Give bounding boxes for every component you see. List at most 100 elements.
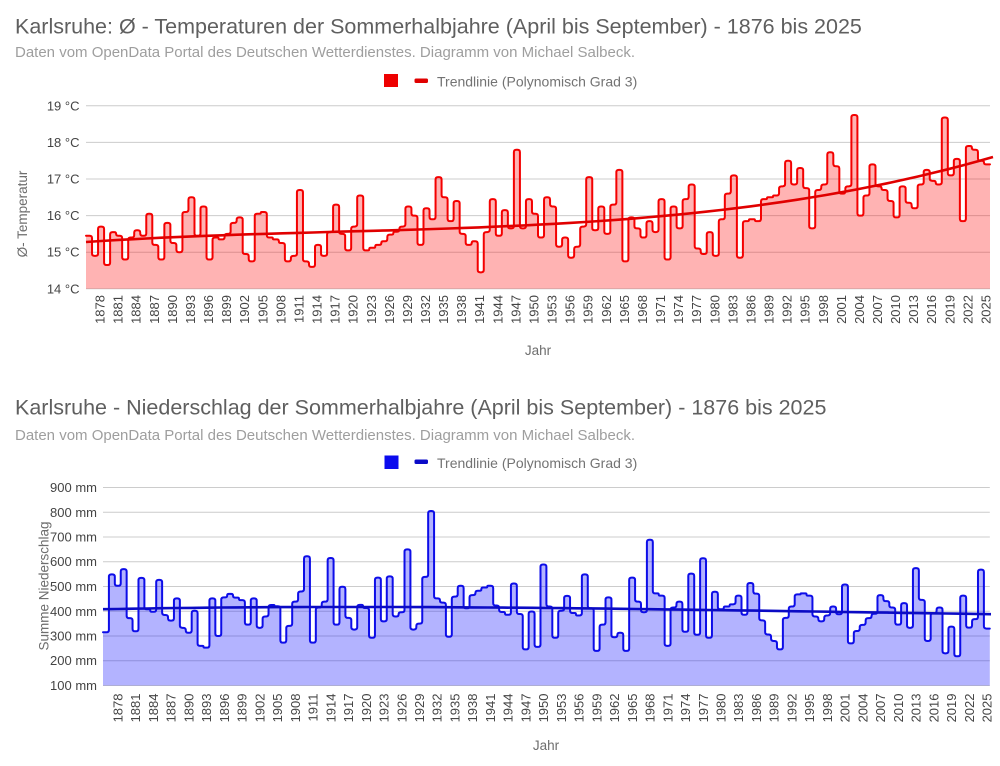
svg-text:1878: 1878 [93,295,108,324]
svg-text:1905: 1905 [255,295,270,324]
svg-text:1890: 1890 [165,295,180,324]
svg-text:18 °C: 18 °C [47,135,80,150]
svg-text:1944: 1944 [501,694,516,723]
svg-text:1899: 1899 [235,694,250,723]
svg-text:1914: 1914 [323,694,338,723]
svg-text:1956: 1956 [563,295,578,324]
svg-text:Summe Niederschlag: Summe Niederschlag [37,521,52,650]
svg-text:1992: 1992 [780,295,795,324]
svg-text:300 mm: 300 mm [50,629,97,644]
svg-text:1887: 1887 [164,694,179,723]
svg-text:2022: 2022 [962,694,977,723]
svg-text:2022: 2022 [960,295,975,324]
svg-text:1980: 1980 [707,295,722,324]
svg-text:800 mm: 800 mm [50,505,97,520]
svg-text:14 °C: 14 °C [47,281,80,296]
svg-text:17 °C: 17 °C [47,172,80,187]
svg-text:1887: 1887 [147,295,162,324]
svg-text:1956: 1956 [572,694,587,723]
svg-text:1938: 1938 [454,295,469,324]
svg-text:600 mm: 600 mm [50,554,97,569]
svg-text:1968: 1968 [635,295,650,324]
svg-text:1959: 1959 [589,694,604,723]
svg-text:1893: 1893 [183,295,198,324]
svg-text:15 °C: 15 °C [47,245,80,260]
svg-text:1968: 1968 [643,694,658,723]
svg-text:1884: 1884 [146,694,161,723]
svg-text:2025: 2025 [979,295,994,324]
svg-text:1998: 1998 [820,694,835,723]
svg-text:1932: 1932 [418,295,433,324]
svg-text:1914: 1914 [310,295,325,324]
svg-text:1911: 1911 [291,295,306,323]
svg-text:1890: 1890 [181,694,196,723]
svg-text:1941: 1941 [472,295,487,324]
svg-text:Trendlinie (Polynomisch Grad 3: Trendlinie (Polynomisch Grad 3) [437,74,637,90]
svg-text:1977: 1977 [696,694,711,723]
svg-text:1896: 1896 [201,295,216,324]
svg-text:1920: 1920 [359,694,374,723]
svg-text:1971: 1971 [660,694,675,723]
svg-text:1881: 1881 [111,295,126,324]
svg-text:2010: 2010 [891,694,906,723]
svg-text:2001: 2001 [838,694,853,723]
svg-text:1965: 1965 [617,295,632,324]
svg-text:2025: 2025 [980,694,995,723]
svg-text:1989: 1989 [767,694,782,723]
svg-text:2007: 2007 [873,694,888,723]
svg-text:1947: 1947 [518,694,533,723]
svg-text:Trendlinie (Polynomisch Grad 3: Trendlinie (Polynomisch Grad 3) [437,455,637,471]
svg-text:1971: 1971 [653,295,668,324]
svg-text:16 °C: 16 °C [47,208,80,223]
svg-text:Daten vom OpenData Portal des: Daten vom OpenData Portal des Deutschen … [15,44,635,61]
svg-text:1917: 1917 [328,295,343,324]
svg-text:Ø- Temperatur: Ø- Temperatur [15,170,30,257]
svg-text:100 mm: 100 mm [50,678,97,693]
svg-text:1878: 1878 [111,694,126,723]
svg-text:1983: 1983 [725,295,740,324]
svg-text:1965: 1965 [625,694,640,723]
svg-text:2013: 2013 [909,694,924,723]
svg-text:1881: 1881 [128,694,143,723]
svg-text:2019: 2019 [942,295,957,324]
svg-text:1911: 1911 [306,694,321,722]
svg-text:1962: 1962 [607,694,622,723]
svg-text:Karlsruhe - Niederschlag der S: Karlsruhe - Niederschlag der Sommerhalbj… [15,396,826,420]
svg-text:2019: 2019 [944,694,959,723]
svg-text:2001: 2001 [834,295,849,324]
svg-text:1923: 1923 [364,295,379,324]
svg-text:1953: 1953 [554,694,569,723]
svg-text:1926: 1926 [382,295,397,324]
svg-text:1944: 1944 [490,295,505,324]
svg-text:1977: 1977 [689,295,704,324]
svg-text:1947: 1947 [508,295,523,324]
svg-text:400 mm: 400 mm [50,604,97,619]
svg-text:1941: 1941 [483,694,498,723]
svg-text:2004: 2004 [852,295,867,324]
svg-text:1926: 1926 [394,694,409,723]
svg-text:1983: 1983 [731,694,746,723]
svg-text:1998: 1998 [816,295,831,324]
svg-text:1908: 1908 [273,295,288,324]
svg-text:1935: 1935 [436,295,451,324]
svg-text:2016: 2016 [924,295,939,324]
svg-text:200 mm: 200 mm [50,653,97,668]
svg-text:1902: 1902 [237,295,252,324]
svg-text:Jahr: Jahr [533,738,560,753]
svg-text:1932: 1932 [430,694,445,723]
svg-text:1899: 1899 [219,295,234,324]
svg-text:1953: 1953 [545,295,560,324]
svg-text:1935: 1935 [448,694,463,723]
svg-text:1980: 1980 [714,694,729,723]
svg-text:1902: 1902 [252,694,267,723]
svg-text:1938: 1938 [465,694,480,723]
svg-text:1986: 1986 [743,295,758,324]
svg-text:Jahr: Jahr [525,343,552,358]
svg-text:1959: 1959 [581,295,596,324]
svg-text:1908: 1908 [288,694,303,723]
svg-text:2016: 2016 [926,694,941,723]
svg-text:1905: 1905 [270,694,285,723]
svg-text:1995: 1995 [798,295,813,324]
svg-text:1989: 1989 [762,295,777,324]
svg-text:700 mm: 700 mm [50,530,97,545]
